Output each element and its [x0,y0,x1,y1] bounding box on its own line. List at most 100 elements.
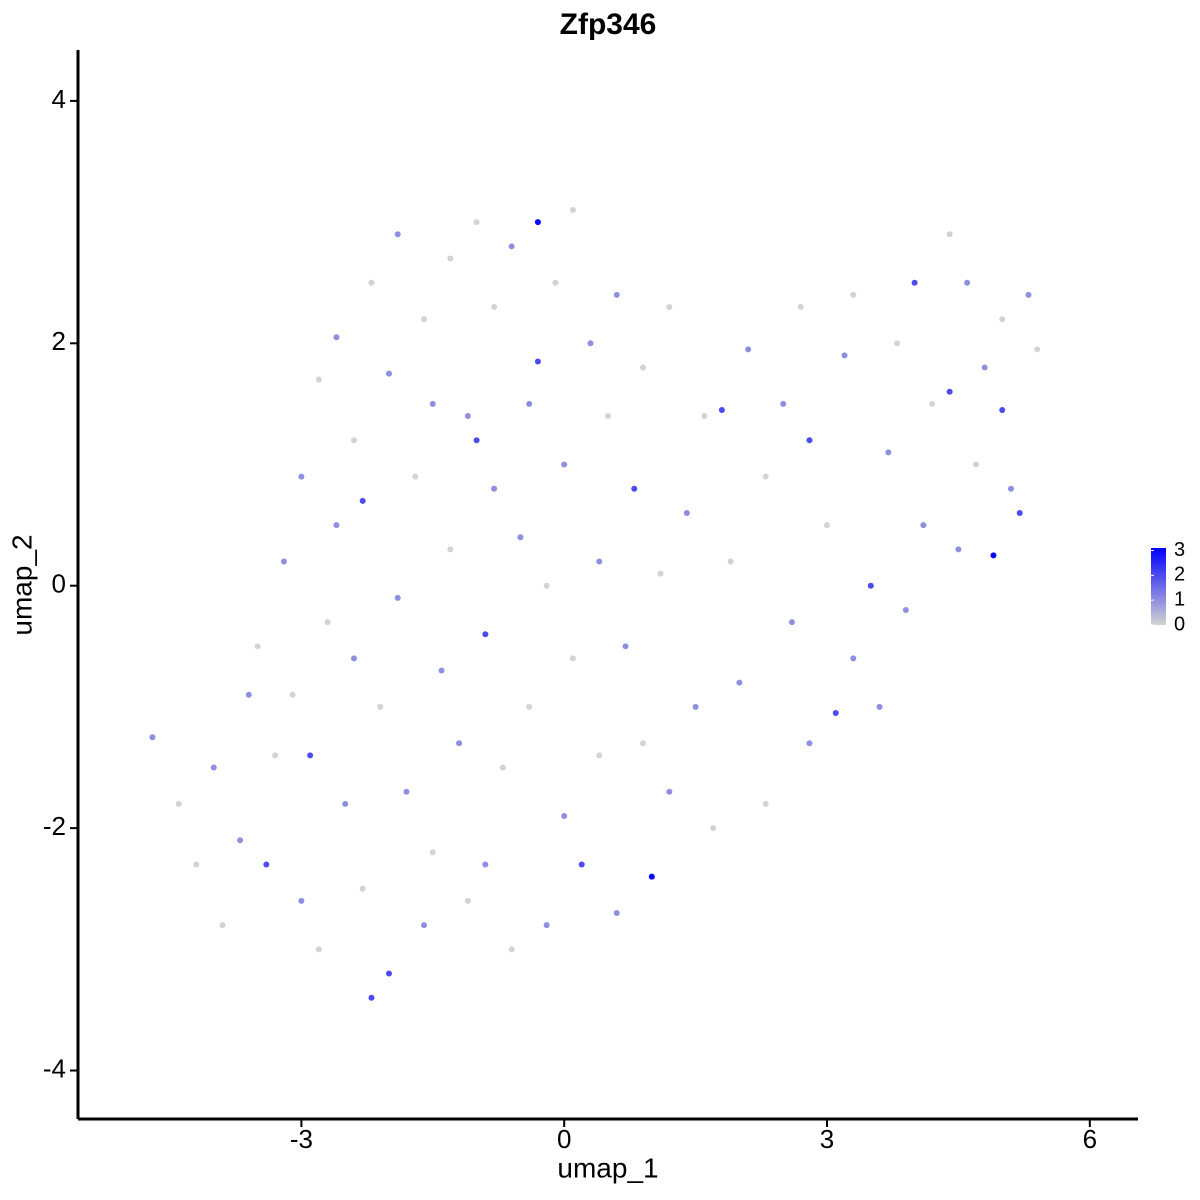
point [613,291,620,298]
point [561,461,568,468]
colorbar-tick-label: 2 [1174,564,1185,586]
point [990,552,997,559]
point [718,406,725,413]
point [710,825,717,832]
y-tick-label: 4 [52,84,66,114]
point [640,364,647,371]
point [272,752,279,759]
point [569,206,576,213]
point [482,861,489,868]
point [806,740,813,747]
point [999,406,1006,413]
point [473,437,480,444]
point [219,922,226,929]
point [946,388,953,395]
point [526,400,533,407]
point [368,994,375,1001]
point [491,303,498,310]
point [1034,346,1041,353]
point [421,922,428,929]
point [368,279,375,286]
y-tick-label: -4 [43,1053,66,1083]
point [640,740,647,747]
point [543,582,550,589]
point [999,316,1006,323]
point [534,358,541,365]
point [902,606,909,613]
colorbar-tick-label: 3 [1174,539,1185,561]
point [543,922,550,929]
point [508,946,515,953]
point [263,861,270,868]
point [447,546,454,553]
point [806,437,813,444]
point [552,279,559,286]
point [955,546,962,553]
point [850,291,857,298]
point [876,703,883,710]
point [359,497,366,504]
point [920,522,927,529]
point [324,619,331,626]
point [701,413,708,420]
point [464,413,471,420]
point [832,709,839,716]
point [394,231,401,238]
point [517,534,524,541]
colorbar [1151,548,1166,625]
point [149,734,156,741]
point [175,800,182,807]
point [657,570,664,577]
point [359,885,366,892]
point [867,582,874,589]
point [780,400,787,407]
point [1025,291,1032,298]
point [403,788,410,795]
points [149,206,1041,1001]
point [850,655,857,662]
point [596,558,603,565]
point [841,352,848,359]
point [1016,509,1023,516]
point [824,522,831,529]
point [315,946,322,953]
point [254,643,261,650]
point [394,594,401,601]
point [385,370,392,377]
point [350,437,357,444]
point [289,691,296,698]
point [447,255,454,262]
point [245,691,252,698]
point [237,837,244,844]
point [499,764,506,771]
point [631,485,638,492]
point [605,413,611,420]
point [762,800,769,807]
point [613,909,620,916]
point [482,631,489,638]
point [596,752,603,759]
point [622,643,629,650]
y-axis-label: umap_2 [6,534,37,635]
point [587,340,594,347]
y-tick-label: -2 [43,811,66,841]
point [377,703,384,710]
point [666,788,673,795]
x-tick-label: -3 [290,1124,313,1154]
point [745,346,752,353]
point [885,449,892,456]
point [788,619,795,626]
point [491,485,498,492]
x-tick-label: 3 [820,1124,834,1154]
point [666,303,673,310]
point [561,812,568,819]
point [508,243,515,250]
point [307,752,314,759]
point [315,376,322,383]
point [412,473,419,480]
point [683,509,690,516]
point [648,873,655,880]
point [534,219,541,226]
point [946,231,953,238]
